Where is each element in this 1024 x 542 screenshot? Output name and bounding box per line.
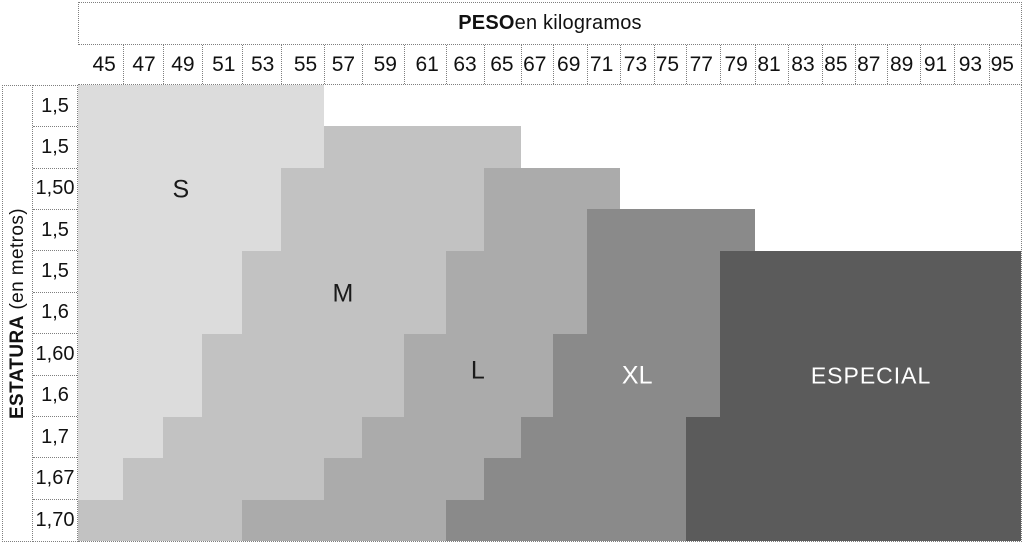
size-region-l xyxy=(324,458,484,500)
size-region-xl xyxy=(553,375,720,417)
size-label-xl: XL xyxy=(621,361,653,390)
size-region-m xyxy=(281,209,484,251)
size-region-xl xyxy=(553,333,720,376)
size-region-m xyxy=(162,416,363,459)
size-region-m xyxy=(122,458,325,500)
weight-cell: 47 xyxy=(122,45,163,84)
weight-cell: 89 xyxy=(887,45,920,84)
size-region-xl xyxy=(587,292,720,334)
weight-cell: 67 xyxy=(520,45,554,84)
height-cell: 1,5 xyxy=(33,251,77,293)
size-label-s: S xyxy=(172,175,190,204)
weight-cell: 75 xyxy=(654,45,686,84)
weight-cell: 85 xyxy=(821,45,855,84)
weight-cell: 91 xyxy=(920,45,954,84)
size-region-s xyxy=(78,375,202,417)
height-cell: 1,7 xyxy=(33,417,77,459)
size-region-m xyxy=(201,375,404,417)
size-region-s xyxy=(78,416,163,459)
weight-cell: 61 xyxy=(403,45,446,84)
size-region-s xyxy=(78,209,282,251)
weight-cell: 79 xyxy=(719,45,755,84)
estatura-axis-header: ESTATURA (en metros) xyxy=(2,85,33,542)
weight-cell: 87 xyxy=(854,45,888,84)
size-region-s xyxy=(78,333,202,376)
height-cell: 1,60 xyxy=(33,334,77,376)
height-cell: 1,5 xyxy=(33,210,77,252)
height-cell: 1,5 xyxy=(33,86,77,128)
chart-body: S M L XL ESPECIAL xyxy=(78,85,1022,542)
size-region-l xyxy=(403,333,554,376)
weight-cell: 69 xyxy=(553,45,587,84)
weight-cell: 45 xyxy=(92,52,116,76)
estatura-axis-title: ESTATURA (en metros) xyxy=(7,208,29,419)
height-cell: 1,70 xyxy=(35,508,75,531)
peso-header-unit: en kilogramos xyxy=(514,12,642,34)
size-region-s xyxy=(78,167,282,210)
weight-cell: 49 xyxy=(162,45,202,84)
size-region-especial xyxy=(686,416,1021,459)
size-region-m xyxy=(78,499,243,541)
height-cell: 1,5 xyxy=(33,127,77,169)
size-region-l xyxy=(242,499,446,541)
size-region-especial xyxy=(686,458,1021,500)
weight-cell: 81 xyxy=(754,45,788,84)
peso-header: PESO en kilogramos xyxy=(78,2,1022,45)
weight-cell: 95 xyxy=(989,45,1021,84)
size-region-xl xyxy=(445,499,687,541)
size-region-l xyxy=(362,416,521,459)
size-region-especial xyxy=(686,499,1021,541)
weight-cell: 55 xyxy=(281,45,324,84)
size-region-s xyxy=(78,85,325,127)
size-region-especial xyxy=(719,292,1021,334)
size-region-xl xyxy=(587,209,755,251)
size-region-m xyxy=(242,292,446,334)
weights-header-row: 45 47 49 51 53 55 57 59 61 63 65 67 69 71 73 75 77 79 81 83… xyxy=(78,45,1022,85)
size-region-especial xyxy=(719,333,1021,376)
size-region-s xyxy=(78,126,325,168)
size-region-especial xyxy=(719,250,1021,293)
size-region-m xyxy=(242,250,446,293)
weight-cell: 83 xyxy=(787,45,822,84)
size-region-l xyxy=(445,250,588,293)
peso-header-bold: PESO xyxy=(458,12,515,34)
size-region-l xyxy=(483,167,621,210)
size-region-m xyxy=(281,167,484,210)
size-region-especial xyxy=(719,375,1021,417)
weight-cell: 57 xyxy=(324,45,362,84)
height-cell: 1,6 xyxy=(33,376,77,417)
size-region-s xyxy=(78,250,243,293)
size-region-m xyxy=(324,126,521,168)
weight-cell: 51 xyxy=(201,45,243,84)
heights-column: 1,5 1,5 1,50 1,5 1,5 1,6 1,60 1,6 1,7 1,67 1,70 xyxy=(33,85,78,542)
size-region-s xyxy=(78,458,123,500)
size-label-l: L xyxy=(470,356,485,385)
weight-cell: 93 xyxy=(954,45,989,84)
weight-cell: 77 xyxy=(686,45,720,84)
weight-cell: 53 xyxy=(242,45,281,84)
weight-cell: 73 xyxy=(620,45,654,84)
weight-cell: 59 xyxy=(362,45,404,84)
size-region-m xyxy=(201,333,404,376)
size-region-xl xyxy=(520,416,687,459)
size-region-l xyxy=(483,209,588,251)
height-cell: 1,6 xyxy=(33,293,77,335)
estatura-title-bold: ESTATURA xyxy=(6,315,28,420)
weight-cell: 71 xyxy=(587,45,620,84)
estatura-title-unit: (en metros) xyxy=(6,207,28,316)
weight-cell: 63 xyxy=(445,45,484,84)
size-region-l xyxy=(403,375,554,417)
weight-cell: 65 xyxy=(483,45,521,84)
size-label-especial: ESPECIAL xyxy=(810,362,932,389)
size-region-xl xyxy=(587,250,720,293)
size-label-m: M xyxy=(332,279,354,308)
size-region-s xyxy=(78,292,243,334)
height-cell: 1,67 xyxy=(33,458,77,500)
size-region-l xyxy=(445,292,588,334)
size-region-xl xyxy=(483,458,687,500)
height-cell: 1,50 xyxy=(33,169,77,211)
